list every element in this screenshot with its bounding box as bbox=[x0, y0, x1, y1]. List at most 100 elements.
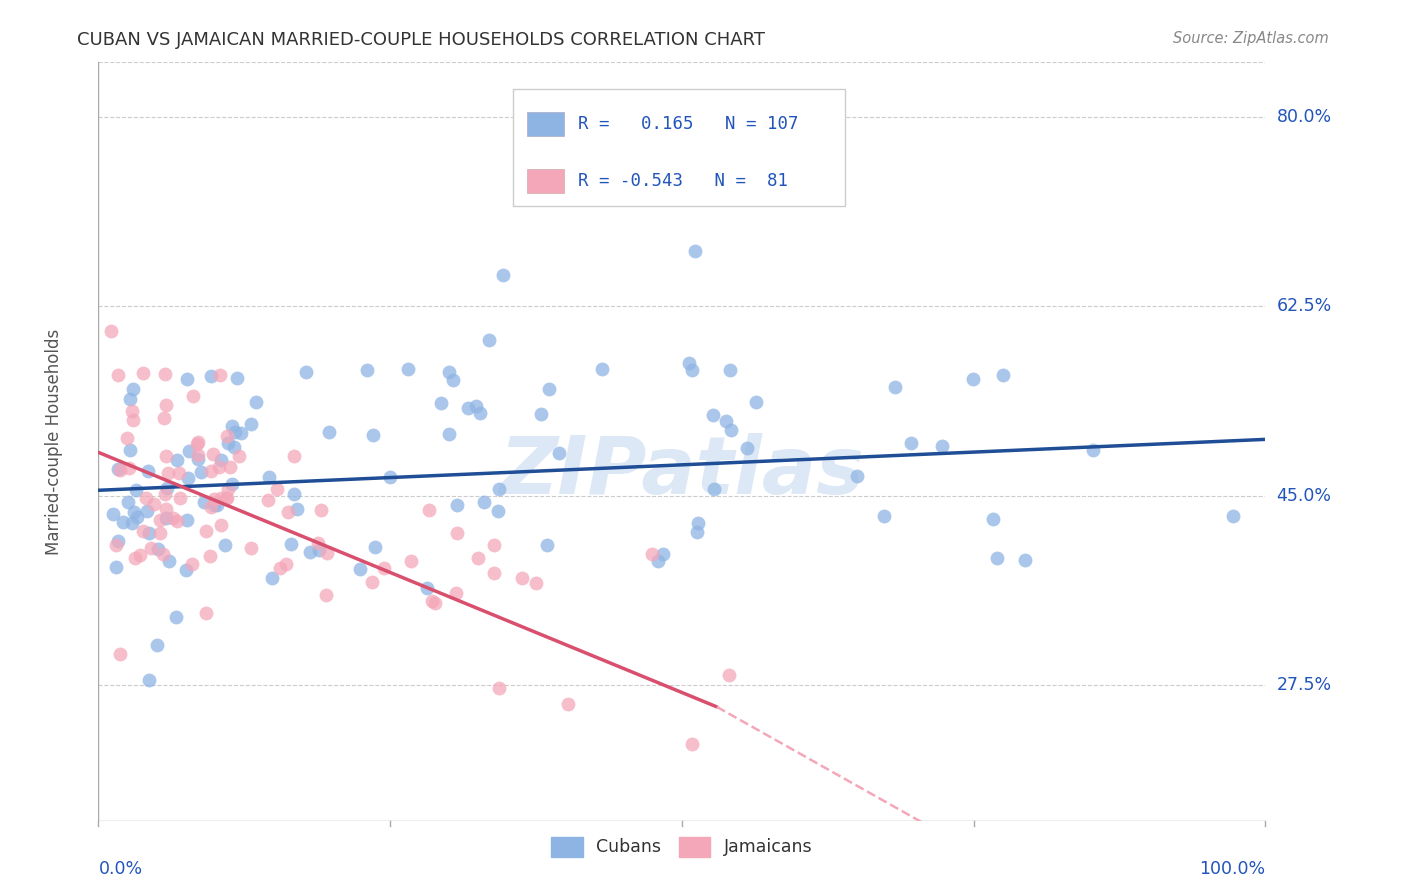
Point bbox=[221, 477, 243, 491]
Point bbox=[100, 324, 122, 338]
Point bbox=[198, 549, 221, 564]
Point bbox=[155, 502, 177, 516]
Text: Source: ZipAtlas.com: Source: ZipAtlas.com bbox=[1173, 31, 1329, 46]
Point bbox=[202, 491, 225, 506]
Point bbox=[981, 512, 1004, 526]
Point bbox=[991, 368, 1014, 382]
Text: R =   0.165   N = 107: R = 0.165 N = 107 bbox=[578, 115, 799, 133]
Point bbox=[177, 444, 200, 458]
Point bbox=[219, 459, 242, 474]
Point bbox=[166, 453, 188, 467]
Point bbox=[652, 547, 675, 561]
Point bbox=[446, 498, 468, 512]
Point bbox=[215, 428, 238, 442]
Point bbox=[872, 509, 894, 524]
Point bbox=[108, 647, 131, 661]
Point bbox=[900, 436, 922, 450]
Point bbox=[478, 333, 501, 347]
Point bbox=[120, 442, 142, 457]
Point bbox=[681, 737, 703, 751]
Point bbox=[283, 449, 305, 463]
Point bbox=[441, 373, 464, 387]
Point bbox=[470, 406, 492, 420]
Point bbox=[482, 566, 505, 581]
Point bbox=[360, 575, 382, 590]
Point bbox=[122, 383, 145, 397]
Point bbox=[209, 518, 232, 533]
FancyBboxPatch shape bbox=[527, 169, 564, 193]
Point bbox=[492, 268, 515, 282]
Text: 62.5%: 62.5% bbox=[1277, 297, 1331, 315]
Point bbox=[156, 466, 179, 480]
Point bbox=[117, 461, 139, 475]
Point bbox=[187, 449, 209, 463]
Point bbox=[155, 449, 177, 463]
Point bbox=[437, 365, 460, 379]
Point bbox=[120, 392, 142, 406]
Point bbox=[472, 495, 495, 509]
Point bbox=[138, 673, 160, 687]
Point bbox=[686, 524, 709, 539]
Point bbox=[488, 482, 510, 496]
Point bbox=[430, 396, 453, 410]
Point bbox=[224, 425, 246, 439]
Point bbox=[703, 482, 725, 496]
Text: 80.0%: 80.0% bbox=[1277, 108, 1331, 126]
Point bbox=[181, 558, 204, 572]
Legend: Cubans, Jamaicans: Cubans, Jamaicans bbox=[544, 830, 820, 863]
Point bbox=[356, 363, 378, 377]
Point bbox=[157, 554, 180, 568]
Point bbox=[194, 606, 217, 620]
Point bbox=[399, 554, 422, 568]
Text: Married-couple Households: Married-couple Households bbox=[45, 328, 63, 555]
Point bbox=[110, 462, 132, 476]
Point bbox=[155, 481, 177, 495]
Point bbox=[132, 367, 155, 381]
Point bbox=[146, 542, 169, 557]
Point bbox=[201, 447, 224, 461]
Point bbox=[129, 548, 152, 562]
Point bbox=[257, 493, 280, 508]
Point bbox=[169, 491, 191, 505]
Point bbox=[683, 244, 706, 258]
Point bbox=[181, 389, 204, 403]
Point bbox=[266, 482, 288, 496]
Point bbox=[396, 361, 419, 376]
Point bbox=[482, 538, 505, 552]
Point bbox=[624, 175, 647, 189]
Point bbox=[205, 498, 228, 512]
Point bbox=[276, 558, 298, 572]
Point bbox=[177, 471, 200, 485]
Point bbox=[884, 380, 907, 394]
Point bbox=[176, 372, 198, 386]
Point bbox=[194, 524, 217, 539]
Point bbox=[416, 581, 439, 595]
Point bbox=[373, 560, 395, 574]
Point bbox=[153, 410, 176, 425]
Point bbox=[308, 542, 330, 557]
Point bbox=[283, 487, 305, 501]
Point bbox=[222, 440, 245, 454]
Point bbox=[986, 550, 1008, 565]
Point bbox=[215, 491, 238, 505]
Point bbox=[107, 368, 129, 382]
Point bbox=[155, 398, 177, 412]
Point bbox=[262, 571, 284, 585]
Text: 27.5%: 27.5% bbox=[1277, 676, 1331, 694]
Text: 100.0%: 100.0% bbox=[1199, 860, 1265, 878]
Point bbox=[446, 526, 468, 541]
Point bbox=[202, 499, 225, 513]
Point bbox=[486, 504, 509, 518]
Point bbox=[510, 571, 533, 585]
Point bbox=[681, 363, 703, 377]
Point bbox=[193, 495, 215, 509]
Point bbox=[187, 452, 209, 467]
Point bbox=[1083, 442, 1105, 457]
Point bbox=[349, 561, 371, 575]
Point bbox=[131, 524, 153, 539]
Point bbox=[245, 395, 267, 409]
Point bbox=[117, 495, 139, 509]
Point bbox=[138, 525, 160, 540]
Point bbox=[111, 515, 134, 529]
Point bbox=[187, 435, 209, 450]
